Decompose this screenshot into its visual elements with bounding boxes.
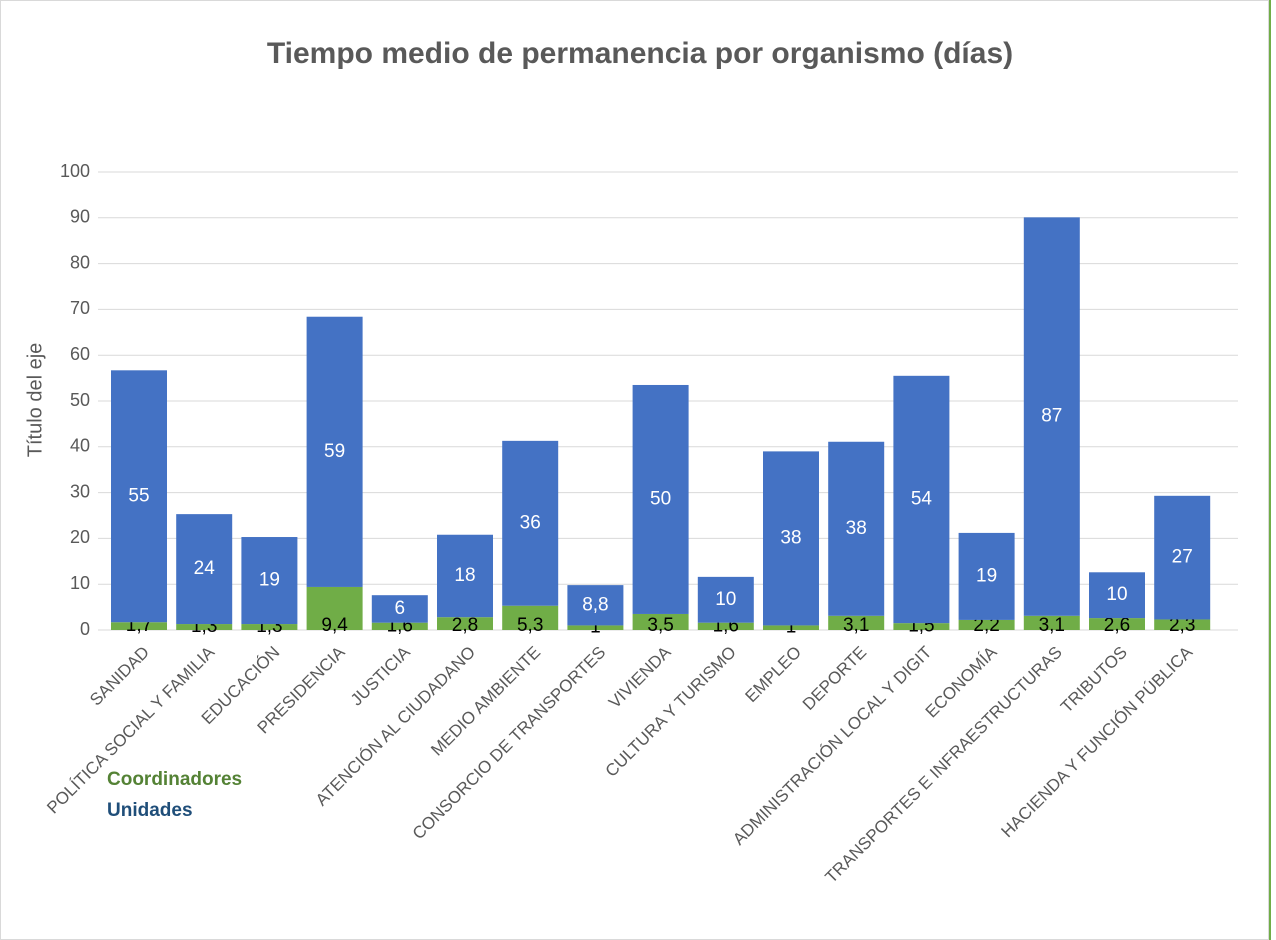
y-tick-label: 20: [70, 527, 90, 547]
bar-segment: [437, 534, 493, 618]
bar-segment: [828, 615, 885, 630]
data-label: 10: [715, 589, 736, 610]
legend-entry: Unidades: [107, 800, 193, 821]
data-label: 10: [1106, 584, 1127, 605]
bar-segment: [567, 585, 624, 626]
y-tick-label: 90: [70, 207, 90, 227]
data-label: 2,8: [452, 615, 478, 636]
bar-segment: [111, 622, 167, 630]
y-tick-label: 30: [70, 481, 90, 501]
data-label: 9,4: [321, 615, 348, 636]
bar-segment: [176, 624, 233, 630]
y-tick-label: 0: [80, 619, 90, 639]
data-label: 38: [780, 527, 801, 548]
bar-segment: [1023, 615, 1080, 630]
data-label: 59: [324, 441, 345, 462]
data-label: 54: [911, 488, 933, 509]
data-label: 2,3: [1169, 615, 1195, 636]
bar-segment: [1023, 217, 1080, 616]
bar-segment: [241, 537, 298, 625]
bar-segment: [1089, 572, 1145, 619]
y-tick-label: 60: [70, 344, 90, 364]
bar-segment: [371, 595, 428, 623]
y-axis-title: Título del eje: [24, 343, 46, 458]
bar-segment: [567, 625, 624, 630]
bar-segment: [1089, 618, 1145, 630]
bar-segment: [958, 532, 1015, 620]
bar-segment: [893, 375, 950, 624]
bar-segment: [306, 586, 363, 630]
data-label: 5,3: [517, 615, 543, 636]
bar-segment: [632, 384, 689, 614]
bar-segment: [306, 316, 363, 587]
data-label: 87: [1041, 406, 1062, 427]
data-label: 1: [590, 617, 601, 638]
data-label: 2,6: [1104, 615, 1130, 636]
data-label: 8,8: [582, 594, 608, 615]
bar-segment: [111, 370, 167, 623]
data-label: 19: [976, 565, 997, 586]
data-label: 18: [454, 565, 475, 586]
bar-segment: [502, 440, 559, 606]
bar-segment: [697, 576, 754, 623]
y-tick-label: 100: [60, 161, 90, 181]
y-tick-label: 40: [70, 436, 90, 456]
data-label: 27: [1172, 547, 1193, 568]
data-label: 38: [846, 518, 867, 539]
y-tick-label: 80: [70, 252, 90, 272]
data-label: 24: [194, 558, 216, 579]
data-label: 3,5: [647, 615, 673, 636]
data-label: 6: [395, 598, 406, 619]
bar-segment: [241, 624, 298, 630]
data-label: 1: [786, 617, 797, 638]
data-label: 19: [259, 570, 280, 591]
bar-segment: [828, 441, 885, 616]
y-tick-label: 70: [70, 298, 90, 318]
data-label: 3,1: [1039, 615, 1065, 636]
bar-segment: [632, 613, 689, 630]
bar-segment: [763, 625, 819, 630]
bar-segment: [1154, 619, 1211, 630]
bar-segment: [697, 622, 754, 630]
data-label: 2,2: [973, 615, 999, 636]
data-label: 36: [520, 512, 541, 533]
data-label: 55: [128, 485, 149, 506]
bar-segment: [371, 622, 428, 630]
y-tick-label: 10: [70, 573, 90, 593]
bar-segment: [502, 605, 559, 630]
bar-segment: [763, 451, 819, 626]
bar-segment: [176, 514, 233, 625]
data-label: 50: [650, 488, 671, 509]
bar-segment: [1154, 495, 1211, 620]
bar-segment: [893, 623, 950, 630]
y-tick-label: 50: [70, 390, 90, 410]
chart-title: Tiempo medio de permanencia por organism…: [267, 37, 1013, 70]
bar-segment: [437, 617, 493, 630]
data-label: 3,1: [843, 615, 869, 636]
legend-entry: Coordinadores: [107, 769, 242, 790]
bar-segment: [958, 619, 1015, 630]
